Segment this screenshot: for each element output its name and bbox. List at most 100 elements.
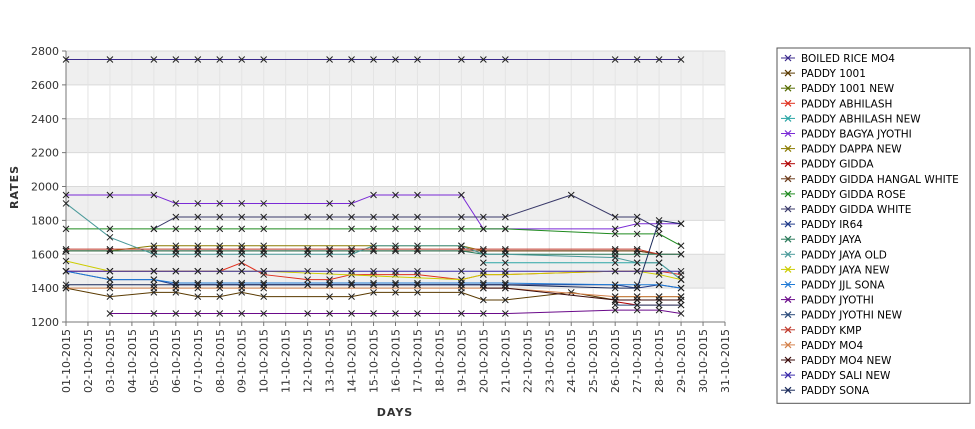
data-point	[326, 267, 333, 275]
data-point	[194, 200, 202, 207]
data-point	[194, 225, 202, 233]
data-point	[567, 289, 575, 296]
data-point	[348, 225, 355, 233]
data-point	[370, 281, 377, 289]
data-point	[304, 267, 311, 275]
data-point	[611, 284, 619, 292]
data-point	[655, 259, 663, 267]
data-point	[348, 200, 355, 207]
legend-item: PADDY DAPPA NEW	[781, 144, 902, 156]
data-point	[633, 259, 641, 267]
data-point	[326, 281, 333, 289]
data-point	[633, 306, 641, 314]
data-point	[150, 281, 158, 289]
legend-item: PADDY SONA	[781, 385, 870, 397]
data-point	[348, 267, 355, 275]
data-point	[392, 245, 399, 253]
data-point	[392, 225, 399, 233]
series-10	[62, 225, 685, 250]
legend-marker	[784, 190, 792, 198]
data-point	[348, 250, 355, 258]
data-point	[304, 245, 311, 253]
data-point	[370, 310, 377, 317]
x-tick-label: 06-10-2015	[170, 329, 183, 393]
legend-marker	[784, 326, 792, 334]
data-point	[370, 213, 377, 221]
data-point	[370, 191, 377, 199]
data-point	[501, 213, 509, 221]
legend-item: PADDY KMP	[781, 325, 861, 337]
legend-marker	[784, 356, 792, 364]
data-point	[326, 213, 333, 221]
data-point	[238, 213, 246, 221]
legend-item: PADDY JAYA	[781, 234, 862, 246]
data-point	[414, 213, 421, 221]
data-point	[304, 310, 311, 317]
y-axis: 1200 1400 1600 1800 2000 2200 2400 2600 2800	[31, 45, 67, 329]
y-tick-label: 1600	[31, 248, 59, 261]
data-point	[150, 310, 158, 317]
legend-label: PADDY 1001 NEW	[801, 83, 895, 95]
legend-label: PADDY ABHILASH	[801, 98, 892, 110]
data-point	[655, 267, 663, 275]
data-point	[633, 213, 641, 221]
data-point	[150, 225, 158, 233]
series-18	[611, 301, 685, 309]
data-point	[677, 284, 685, 292]
data-point	[655, 250, 663, 258]
legend-marker	[784, 84, 792, 92]
x-tick-label: 21-10-2015	[499, 329, 512, 393]
data-point	[501, 245, 509, 253]
data-point	[633, 301, 641, 309]
data-point	[172, 56, 180, 63]
legend-item: PADDY JYOTHI	[781, 295, 874, 307]
data-point	[392, 281, 399, 289]
legend-item: PADDY GIDDA WHITE	[781, 204, 911, 216]
data-point	[611, 301, 619, 309]
x-tick-label: 04-10-2015	[126, 329, 139, 393]
data-point	[106, 310, 114, 317]
x-tick-label: 23-10-2015	[543, 329, 556, 393]
legend-label: PADDY MO4	[801, 340, 864, 352]
data-point	[501, 310, 509, 317]
data-point	[238, 310, 246, 317]
data-point	[458, 310, 465, 317]
data-point	[172, 213, 180, 221]
data-point	[216, 225, 224, 233]
data-point	[172, 225, 180, 233]
data-point	[348, 213, 355, 221]
legend-label: PADDY ABHILASH NEW	[801, 113, 921, 125]
data-point	[326, 200, 333, 207]
data-point	[677, 250, 685, 258]
data-point	[216, 267, 224, 275]
data-point	[480, 296, 487, 304]
x-tick-label: 10-10-2015	[258, 329, 271, 393]
x-tick-label: 05-10-2015	[148, 329, 161, 393]
y-tick-label: 1400	[31, 282, 59, 295]
legend-marker	[784, 311, 792, 319]
legend-item: PADDY GIDDA ROSE	[781, 189, 906, 201]
data-point	[106, 245, 114, 253]
legend-label: PADDY BAGYA JYOTHI	[801, 129, 912, 141]
data-point	[106, 276, 114, 284]
x-tick-label: 27-10-2015	[631, 329, 644, 393]
series-21	[480, 284, 685, 304]
legend-label: PADDY JJL SONA	[801, 280, 885, 292]
data-point	[392, 213, 399, 221]
data-point	[655, 281, 663, 289]
series-line	[66, 248, 660, 255]
data-point	[677, 56, 685, 63]
data-point	[238, 225, 246, 233]
x-tick-label: 12-10-2015	[302, 329, 315, 393]
data-point	[216, 200, 224, 207]
legend-item: PADDY ABHILASH	[781, 98, 892, 110]
x-tick-label: 13-10-2015	[324, 329, 337, 393]
data-point	[216, 310, 224, 317]
x-tick-label: 14-10-2015	[346, 329, 359, 393]
y-tick-label: 2800	[31, 45, 59, 58]
data-point	[677, 301, 685, 309]
data-point	[106, 293, 114, 300]
series-11	[150, 191, 663, 233]
legend-marker	[784, 205, 792, 213]
y-tick-label: 2400	[31, 113, 59, 126]
